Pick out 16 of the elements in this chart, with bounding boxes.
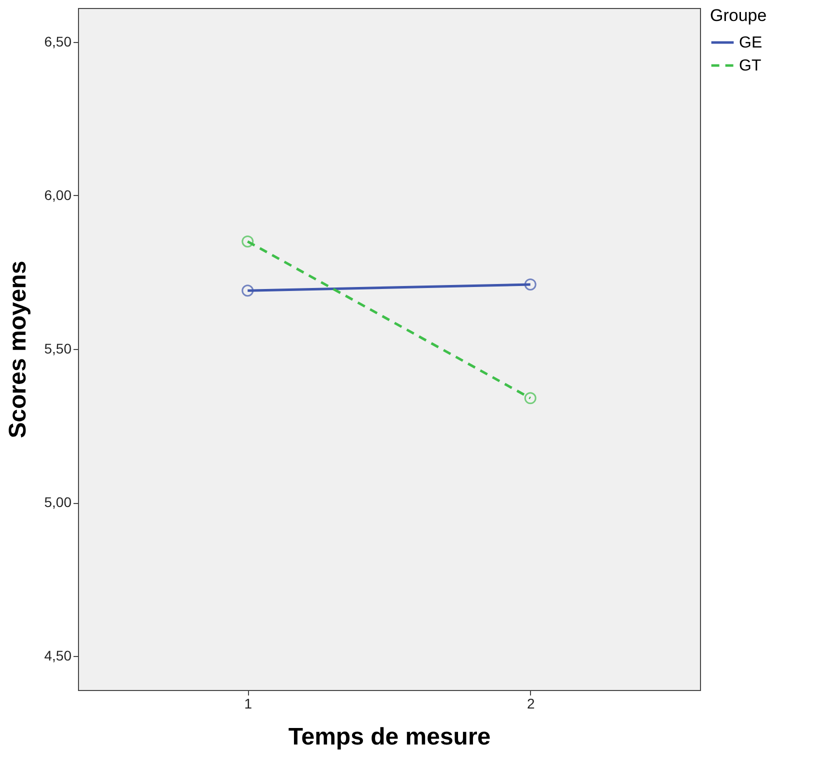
point — [242, 284, 254, 297]
legend-title: Groupe — [710, 6, 767, 25]
y-axis-title: Scores moyens — [4, 260, 32, 438]
y-tick-label: 4,50 — [44, 648, 72, 664]
legend-label: GT — [739, 58, 762, 74]
x-tick-label: 1 — [244, 696, 252, 712]
point — [524, 278, 536, 290]
x-tick-label: 2 — [526, 696, 535, 712]
y-tick-label: 6,00 — [44, 186, 72, 203]
y-tick-label: 6,50 — [44, 33, 72, 50]
y-tick-label: 5,50 — [44, 340, 72, 356]
legend-label: GE — [739, 34, 762, 52]
point — [524, 392, 536, 404]
point — [242, 235, 254, 248]
x-axis-title: Temps de mesure — [288, 724, 491, 750]
y-tick-label: 5,00 — [44, 494, 72, 510]
